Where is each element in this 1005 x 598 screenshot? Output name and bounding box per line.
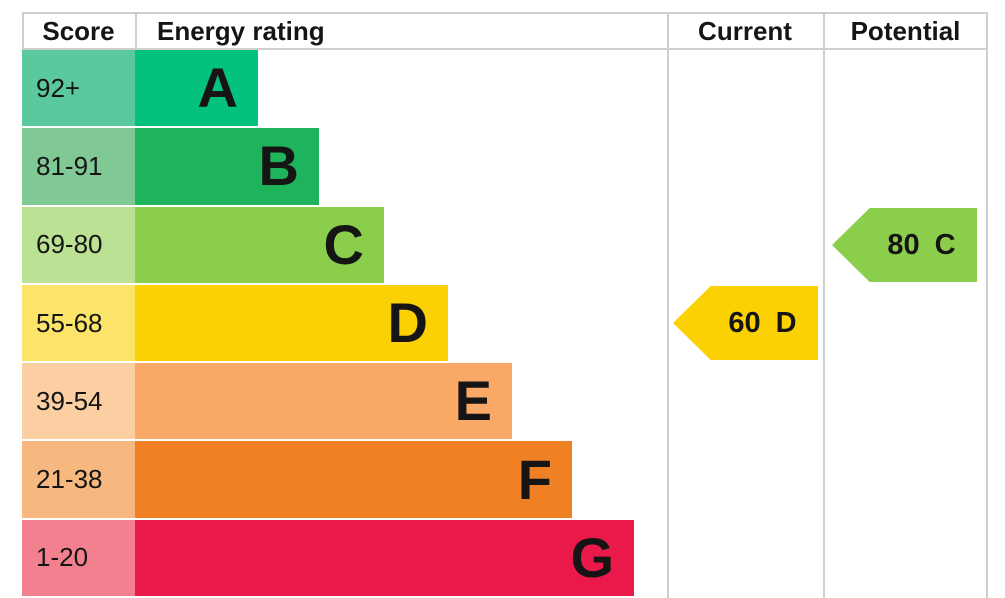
energy-rating-column-header: Energy rating — [157, 15, 325, 46]
band-letter-f: F — [517, 447, 552, 511]
band-row-e: 39-54 E — [22, 363, 988, 442]
score-range-g: 1-20 — [22, 519, 135, 598]
header-bottom-border — [22, 48, 988, 50]
score-range-e: 39-54 — [22, 363, 135, 442]
header-left-border — [22, 12, 24, 50]
potential-rating-label: 80 C — [887, 229, 955, 262]
band-letter-c: C — [323, 212, 364, 276]
band-row-f: 21-38 F — [22, 441, 988, 520]
score-column-divider — [135, 12, 137, 50]
score-range-d: 55-68 — [22, 284, 135, 364]
potential-column-divider — [823, 12, 825, 598]
current-column-header: Current — [698, 15, 792, 46]
score-range-f: 21-38 — [22, 441, 135, 520]
band-bar-d: D — [135, 284, 448, 364]
band-row-g: 1-20 G — [22, 519, 988, 598]
band-bar-c: C — [135, 206, 384, 285]
band-row-c: 69-80 C — [22, 206, 988, 285]
score-range-b: 81-91 — [22, 128, 135, 207]
band-letter-d: D — [387, 291, 428, 355]
potential-rating-band: C — [934, 228, 956, 261]
score-column-header: Score — [42, 15, 115, 46]
current-rating-label: 60 D — [728, 307, 796, 340]
score-range-a: 92+ — [22, 50, 135, 129]
current-rating-value: 60 — [728, 306, 761, 339]
current-column-divider — [667, 12, 669, 598]
band-bar-f: F — [135, 441, 572, 520]
band-bar-b: B — [135, 128, 319, 207]
band-rows: 92+ A 81-91 B 69-80 C 55-68 D — [22, 50, 988, 598]
table-top-border — [22, 12, 988, 14]
current-rating-band: D — [775, 306, 797, 339]
band-bar-e: E — [135, 363, 512, 442]
band-bar-g: G — [135, 519, 634, 598]
table-right-border — [986, 12, 988, 598]
band-letter-a: A — [197, 56, 238, 120]
table-header: Score Energy rating Current Potential — [22, 14, 988, 48]
potential-column-header: Potential — [850, 15, 961, 46]
band-letter-g: G — [570, 525, 614, 589]
band-row-a: 92+ A — [22, 50, 988, 129]
score-range-c: 69-80 — [22, 206, 135, 285]
band-bar-a: A — [135, 50, 258, 129]
band-row-b: 81-91 B — [22, 128, 988, 207]
band-letter-b: B — [258, 134, 299, 198]
band-row-d: 55-68 D — [22, 284, 988, 364]
rating-table: Score Energy rating Current Potential 92… — [22, 12, 988, 598]
potential-rating-value: 80 — [887, 228, 920, 261]
band-letter-e: E — [454, 369, 492, 433]
